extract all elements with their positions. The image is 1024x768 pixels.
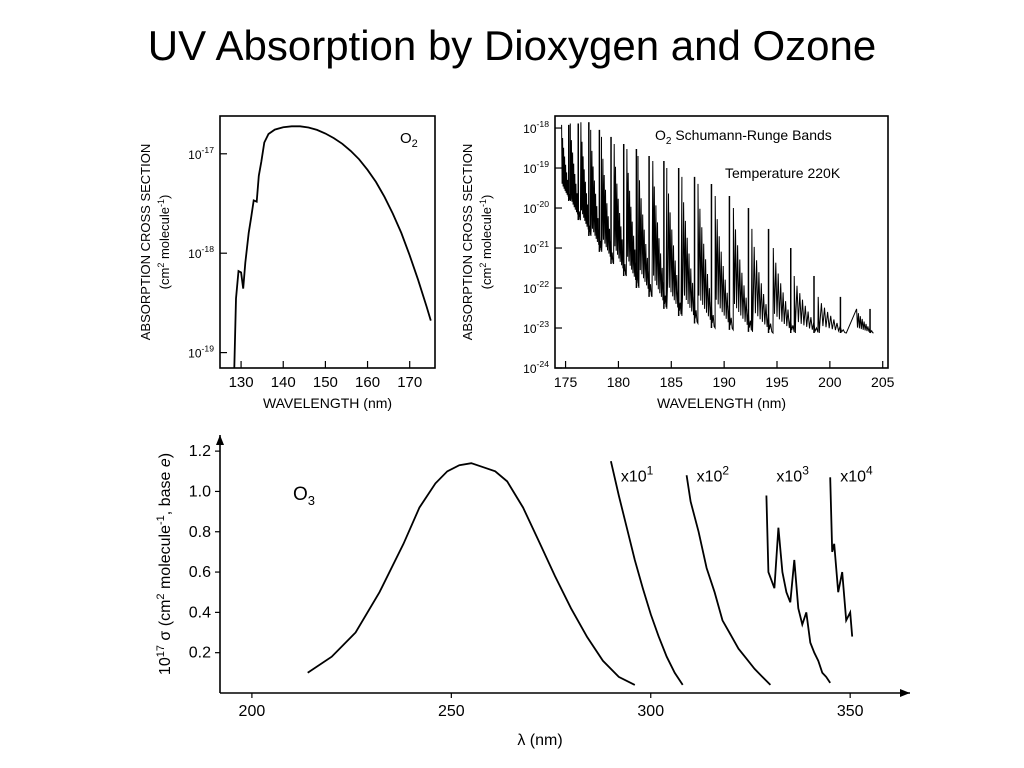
x-tick-label: 180	[607, 374, 631, 390]
x-tick-label: 140	[271, 374, 296, 391]
y-tick-label: 10-18	[188, 244, 214, 261]
x-tick-label: 175	[554, 374, 578, 390]
y-tick-label: 0.4	[189, 604, 211, 621]
y-axis-label: ABSORPTION CROSS SECTION	[138, 144, 153, 340]
y-tick-label: 10-20	[523, 199, 549, 216]
y-axis-units: (cm2 molecule-1)	[478, 195, 494, 290]
o3-scaled-curve	[610, 460, 684, 686]
x-tick-label: 170	[397, 374, 422, 391]
temperature-annotation: Temperature 220K	[725, 165, 841, 181]
scale-factor-label: x102	[697, 463, 730, 485]
y-tick-label: 10-22	[523, 279, 549, 296]
band-curve	[561, 122, 874, 335]
x-tick-label: 350	[837, 703, 864, 720]
scale-factor-label: x104	[840, 463, 873, 485]
y-axis-label: 1017 σ (cm2 molecule-1, base e)	[155, 453, 174, 675]
y-tick-label: 10-19	[188, 344, 214, 361]
plot-frame	[554, 115, 889, 369]
y-tick-label: 0.6	[189, 564, 211, 581]
y-axis-units: (cm2 molecule-1)	[156, 195, 172, 290]
o3-scaled-curve	[829, 477, 854, 637]
y-axis-label: ABSORPTION CROSS SECTION	[460, 144, 475, 340]
o3-main-curve	[307, 462, 636, 686]
ozone-cross-section-chart: 200 250 300 350 0.2 0.4 0.6 0.8 1.0 1.2 x101 x102 x1…	[155, 435, 910, 749]
x-tick-label: 200	[818, 374, 842, 390]
y-tick-label: 0.2	[189, 645, 211, 662]
y-axis-arrow	[216, 435, 224, 445]
x-tick-label: 130	[229, 374, 254, 391]
y-tick-label: 1.2	[189, 443, 211, 460]
y-tick-label: 10-24	[523, 359, 549, 376]
x-axis-arrow	[900, 689, 910, 697]
x-axis-label: λ (nm)	[517, 732, 562, 749]
x-axis-label: WAVELENGTH (nm)	[263, 395, 392, 411]
y-tick-label: 10-18	[523, 119, 549, 136]
y-tick-label: 10-23	[523, 319, 549, 336]
o3-scaled-curve	[685, 475, 772, 686]
y-tick-label: 10-21	[523, 239, 549, 256]
schumann-runge-chart: 175 180 185 190 195 200 205 10-24 10-23 10-22 10-2…	[460, 115, 895, 411]
x-tick-label: 185	[660, 374, 684, 390]
o3-scaled-curve	[765, 495, 831, 684]
band-series	[561, 122, 874, 335]
y-tick-label: 10-19	[523, 159, 549, 176]
y-tick-label: 10-17	[188, 145, 214, 162]
y-tick-label: 1.0	[189, 483, 211, 500]
x-tick-label: 200	[239, 703, 266, 720]
o2-cross-section-chart: 130 140 150 160 170 10-19 10-18 10-17 O2 WAVELENG…	[138, 115, 436, 411]
y-tick-label: 0.8	[189, 524, 211, 541]
x-tick-label: 150	[313, 374, 338, 391]
plot-frame	[219, 115, 436, 369]
o2-curve	[233, 125, 432, 369]
x-tick-label: 250	[438, 703, 465, 720]
x-tick-label: 205	[871, 374, 895, 390]
x-tick-label: 195	[765, 374, 789, 390]
x-tick-label: 300	[637, 703, 664, 720]
x-tick-label: 190	[712, 374, 736, 390]
x-tick-label: 160	[355, 374, 380, 391]
scale-factor-label: x103	[776, 463, 809, 485]
scale-factor-label: x101	[621, 463, 654, 485]
chart-title: O2 Schumann-Runge Bands	[655, 127, 832, 147]
slide-title: UV Absorption by Dioxygen and Ozone	[147, 22, 877, 69]
o2-legend: O2	[400, 130, 418, 150]
o3-legend: O3	[293, 484, 315, 508]
x-axis-label: WAVELENGTH (nm)	[657, 395, 786, 411]
